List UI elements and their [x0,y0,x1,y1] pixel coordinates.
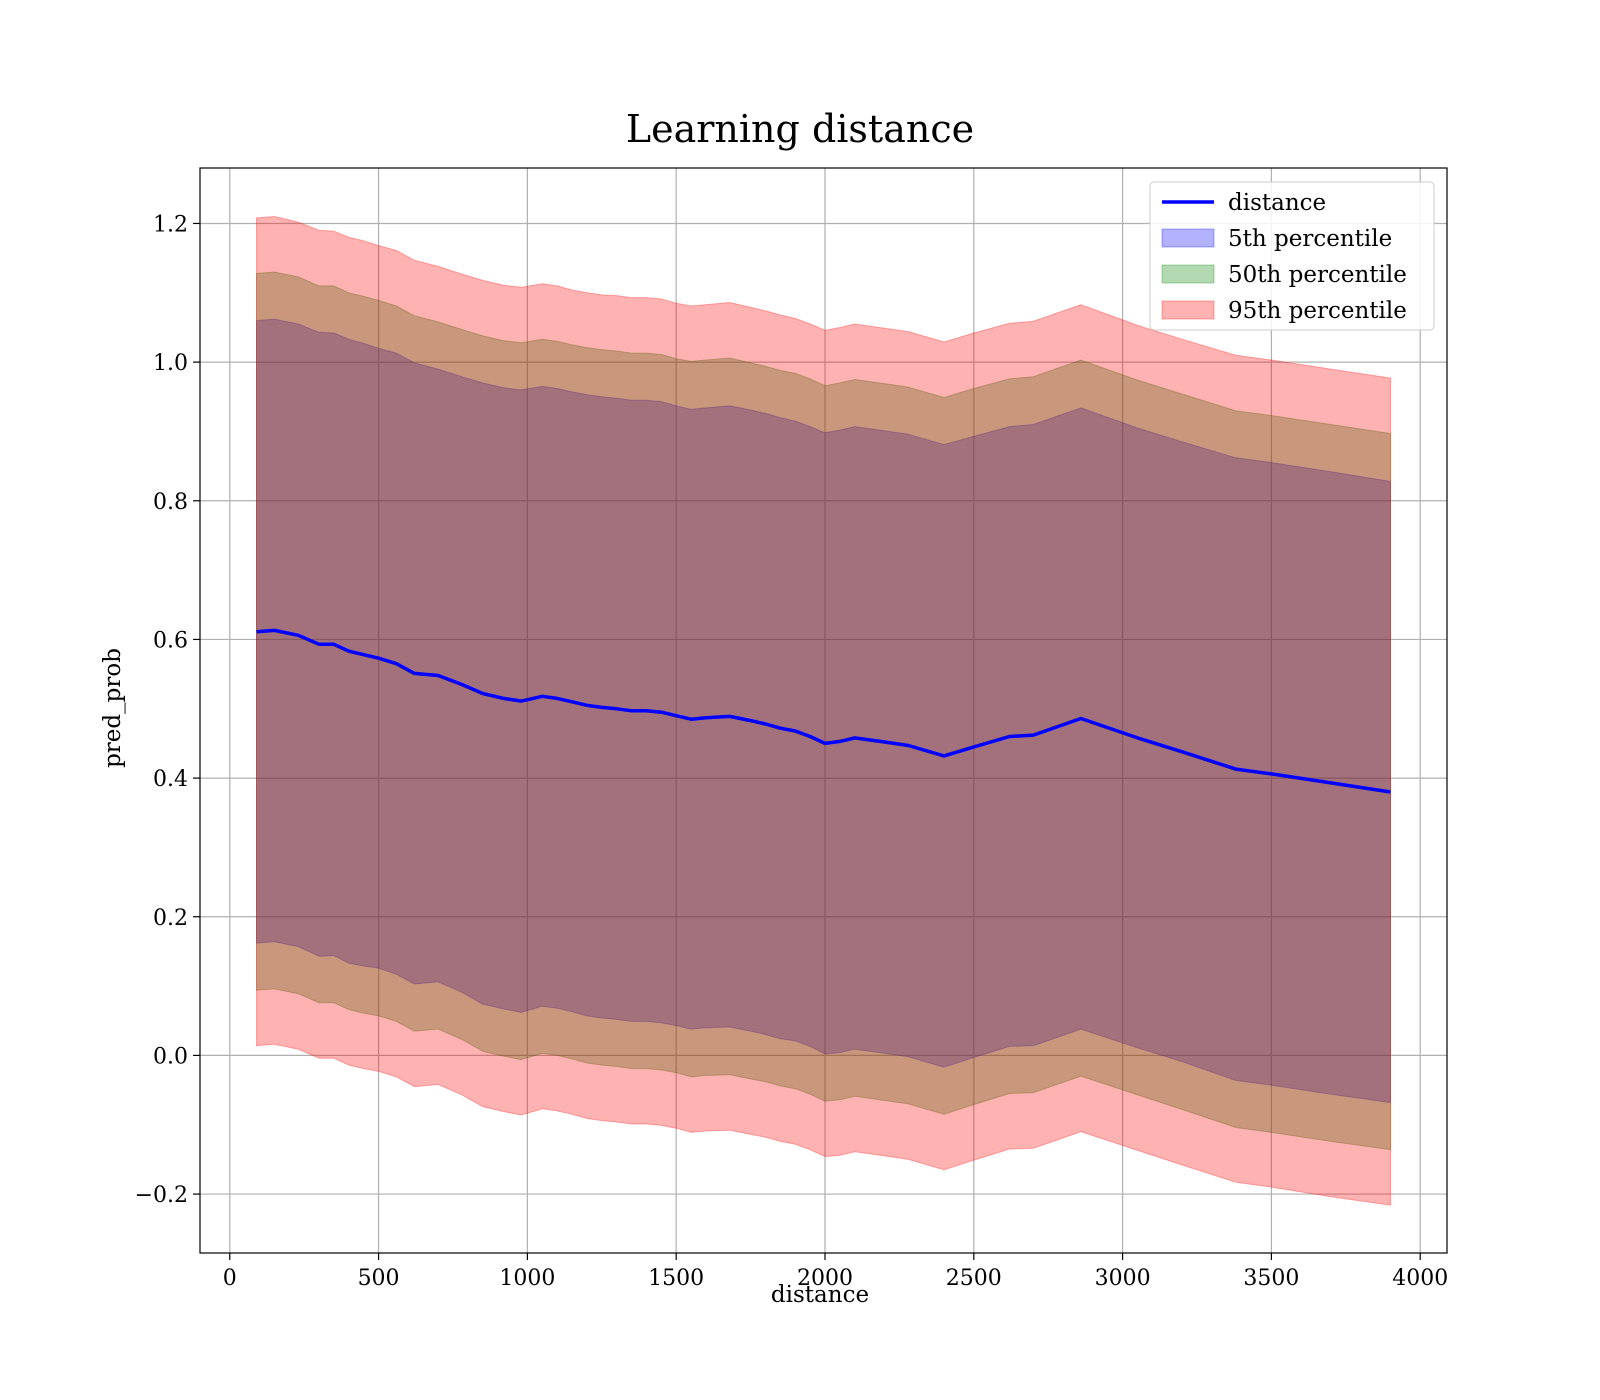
x-tick-label: 500 [358,1266,400,1291]
x-tick-label: 1000 [499,1266,555,1291]
legend-swatch-50th-percentile [1161,264,1215,284]
y-tick-label: 0.4 [153,767,188,792]
chart-title: Learning distance [626,107,974,151]
band-95th-percentile [256,215,1391,1206]
series-lines [256,628,1391,794]
legend-swatch-5th-percentile [1161,228,1215,248]
legend-box [1149,181,1435,331]
x-tick-label: 0 [223,1266,237,1291]
x-tick-label: 2000 [797,1266,853,1291]
plot-frame [199,167,1448,1254]
y-tick-label: 0.8 [153,490,188,515]
y-tick-label: −0.2 [135,1183,188,1208]
x-axis-ticks: 0 500 1000 1500 2000 2500 3000 3500 4000 [223,1253,1448,1291]
y-tick-label: 0.6 [153,628,188,653]
x-axis-title: distance [771,1282,869,1308]
percentile-bands [256,215,1391,1206]
legend: distance 5th percentile 50th percentile 95t… [1149,181,1435,331]
x-tick-label: 3500 [1243,1266,1299,1291]
x-tick-label: 2500 [946,1266,1002,1291]
y-tick-label: 0.0 [153,1044,188,1069]
legend-swatch-95th-percentile [1161,300,1215,320]
legend-label-50th-percentile: 50th percentile [1228,262,1407,288]
y-tick-label: 0.2 [153,906,188,931]
y-axis-title: pred_prob [100,648,126,768]
x-tick-label: 4000 [1392,1266,1448,1291]
x-tick-label: 1500 [648,1266,704,1291]
x-tick-label: 3000 [1095,1266,1151,1291]
band-5th-percentile [256,318,1391,1104]
grid [200,168,1447,1253]
y-tick-label: 1.0 [153,351,188,376]
y-axis-ticks: −0.2 0.0 0.2 0.4 0.6 0.8 1.0 1.2 [135,212,200,1208]
legend-label-distance: distance [1228,190,1326,216]
line-distance [256,628,1391,794]
y-tick-label: 1.2 [153,212,188,237]
band-50th-percentile [256,271,1391,1151]
legend-label-95th-percentile: 95th percentile [1228,298,1407,324]
legend-label-5th-percentile: 5th percentile [1228,226,1392,252]
